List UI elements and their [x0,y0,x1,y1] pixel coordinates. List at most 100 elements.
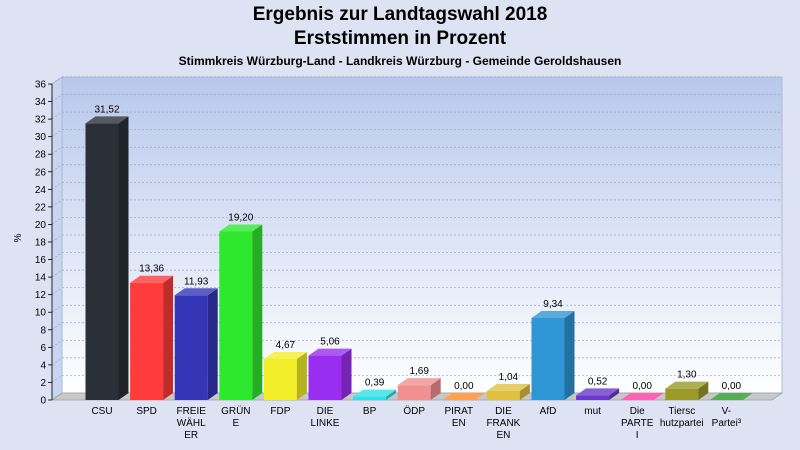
bar-mut [576,388,620,400]
category-label: PIRAT EN [444,406,473,429]
value-label: 13,36 [139,264,164,275]
chart-subtitle: Erststimmen in Prozent [293,28,507,49]
value-label: 5,06 [320,337,340,348]
y-tick-label: 10 [35,308,47,319]
bar-top [308,348,352,356]
value-label: 9,34 [543,299,563,310]
bar-side [296,352,307,400]
y-tick-label: 26 [35,167,47,178]
bar-front [397,385,431,400]
bar-top [665,381,709,389]
bar-grüne [219,224,263,400]
bar-diepartei [620,393,664,401]
bar-top [263,352,307,360]
category-label-line: Die [630,406,645,417]
bar-top [620,393,664,400]
category-label-line: Tiersc [668,406,695,417]
category-label: V-Partei³ [712,406,742,429]
category-label-line: ÖDP [403,405,425,417]
category-label-line: V- [722,406,731,417]
bar-side [386,389,397,400]
chart-location: Stimmkreis Würzburg-Land - Landkreis Wür… [178,54,622,68]
category-label: GRÜN E [221,405,250,429]
chart-title: Ergebnis zur Landtagswahl 2018 [252,4,548,25]
category-label-line: LINKE [311,418,340,429]
y-tick-label: 12 [35,290,47,301]
value-label: 1,04 [499,372,519,383]
category-label: ÖDP [403,405,425,417]
bar-afd [531,311,575,400]
category-label-line: EN [452,418,466,429]
category-label: FDP [270,406,290,417]
category-label-line: E [232,418,239,429]
bar-side [207,288,218,400]
bar-csu [85,116,129,400]
value-label: 11,93 [184,276,209,287]
y-tick-label: 2 [40,378,46,389]
y-tick-label: 30 [35,132,47,143]
category-label-line: PIRAT [444,406,473,417]
bar-top [130,275,174,283]
bar-front [665,388,699,400]
value-label: 31,52 [94,104,119,115]
category-label-line: WÄHL [177,417,206,429]
category-label-line: FREIE [176,406,206,417]
y-tick-label: 0 [40,396,46,407]
bar-side [118,116,129,400]
category-label-line: EN [496,430,510,441]
bar-front [576,395,610,400]
value-label: 0,00 [632,381,652,392]
value-label: 0,00 [454,381,474,392]
category-label: SPD [136,406,157,417]
chart-side-wall [51,76,63,401]
bar-side [519,383,530,400]
y-tick-label: 14 [35,273,47,284]
bar-side [252,224,263,400]
category-label: AfD [540,406,557,417]
value-label: 1,30 [677,370,697,381]
category-label-line: DIE [317,406,334,417]
bar-side [698,381,709,400]
y-tick-label: 22 [35,202,47,213]
value-label: 0,39 [365,378,385,389]
bar-fdp [263,352,307,400]
bar-top [174,288,218,296]
category-label-line: DIE [495,406,512,417]
category-label-line: Partei³ [712,418,742,429]
category-label-line: FDP [270,406,290,417]
y-tick-label: 34 [35,97,47,108]
bar-top [85,116,129,124]
bar-tierschutzpartei [665,381,709,400]
bar-piraten [442,393,486,401]
y-tick-label: 16 [35,255,47,266]
bar-vpartei [709,393,753,401]
y-axis-label: % [13,233,24,242]
y-tick-label: 24 [35,185,47,196]
bar-dielinke [308,348,352,400]
category-label-line: AfD [540,406,557,417]
bar-bp [353,389,397,400]
bar-top [709,393,753,400]
category-label: Tiersc hutzpartei [660,406,704,429]
y-tick-label: 8 [40,325,46,336]
y-tick-label: 28 [35,150,47,161]
bar-top [353,389,397,397]
bar-front [130,282,164,400]
bar-top [531,311,575,319]
bar-front [486,390,520,400]
category-label: CSU [91,406,112,417]
category-label-line: mut [584,406,601,417]
bar-side [430,378,441,400]
category-label-line: GRÜN [221,405,250,417]
bar-top [442,393,486,400]
category-label-line: FRANK [486,418,520,429]
bar-side [564,311,575,400]
y-tick-label: 32 [35,115,47,126]
bar-front [531,318,565,400]
y-tick-label: 18 [35,238,47,249]
category-label: FREIE WÄHL ER [176,406,206,441]
y-tick-label: 4 [40,360,46,371]
category-label-line: CSU [91,406,112,417]
value-label: 4,67 [276,340,296,351]
bar-front [219,231,253,400]
